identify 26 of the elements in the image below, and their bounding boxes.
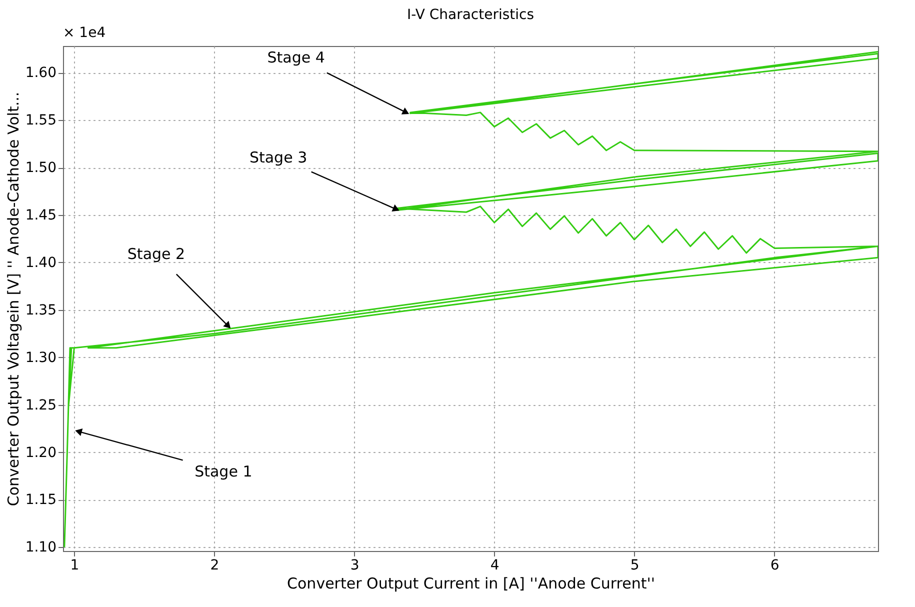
annotation: Stage 2: [127, 245, 186, 264]
x-tick-label: 1: [70, 558, 80, 574]
y-tick-label: 1.45: [25, 207, 56, 224]
line-series: [64, 50, 878, 548]
x-axis-title: Converter Output Current in [A] ''Anode Current'': [287, 574, 655, 592]
y-tick-label: 1.55: [25, 112, 56, 129]
x-tick-label: 2: [210, 558, 220, 574]
y-tick-label: 1.15: [25, 492, 56, 508]
x-tick-label: 3: [350, 558, 360, 574]
x-tick-label: 5: [630, 558, 640, 574]
x-tick-label: 4: [490, 558, 500, 574]
y-tick-label: 1.30: [25, 350, 56, 366]
y-tick-label: 1.20: [25, 444, 56, 461]
x-tick-label: 6: [770, 558, 780, 574]
y-tick-label: 1.35: [25, 302, 56, 318]
y-axis-title: Converter Output Voltagein [V] '' Anode-Cathode Volt...: [4, 92, 22, 506]
y-tick-label: 1.10: [25, 540, 56, 556]
annotation: Stage 4: [267, 48, 325, 66]
chart-title: I-V Characteristics: [406, 7, 534, 23]
annotation: Stage 1: [194, 462, 252, 480]
y-tick-label: 1.40: [25, 254, 56, 271]
y-tick-label: 1.25: [25, 397, 56, 414]
y-tick-label: 1.50: [25, 160, 56, 176]
text: × 1e4: [63, 25, 106, 41]
annotation: Stage 3: [249, 148, 308, 166]
y-tick-label: 1.60: [25, 65, 56, 82]
